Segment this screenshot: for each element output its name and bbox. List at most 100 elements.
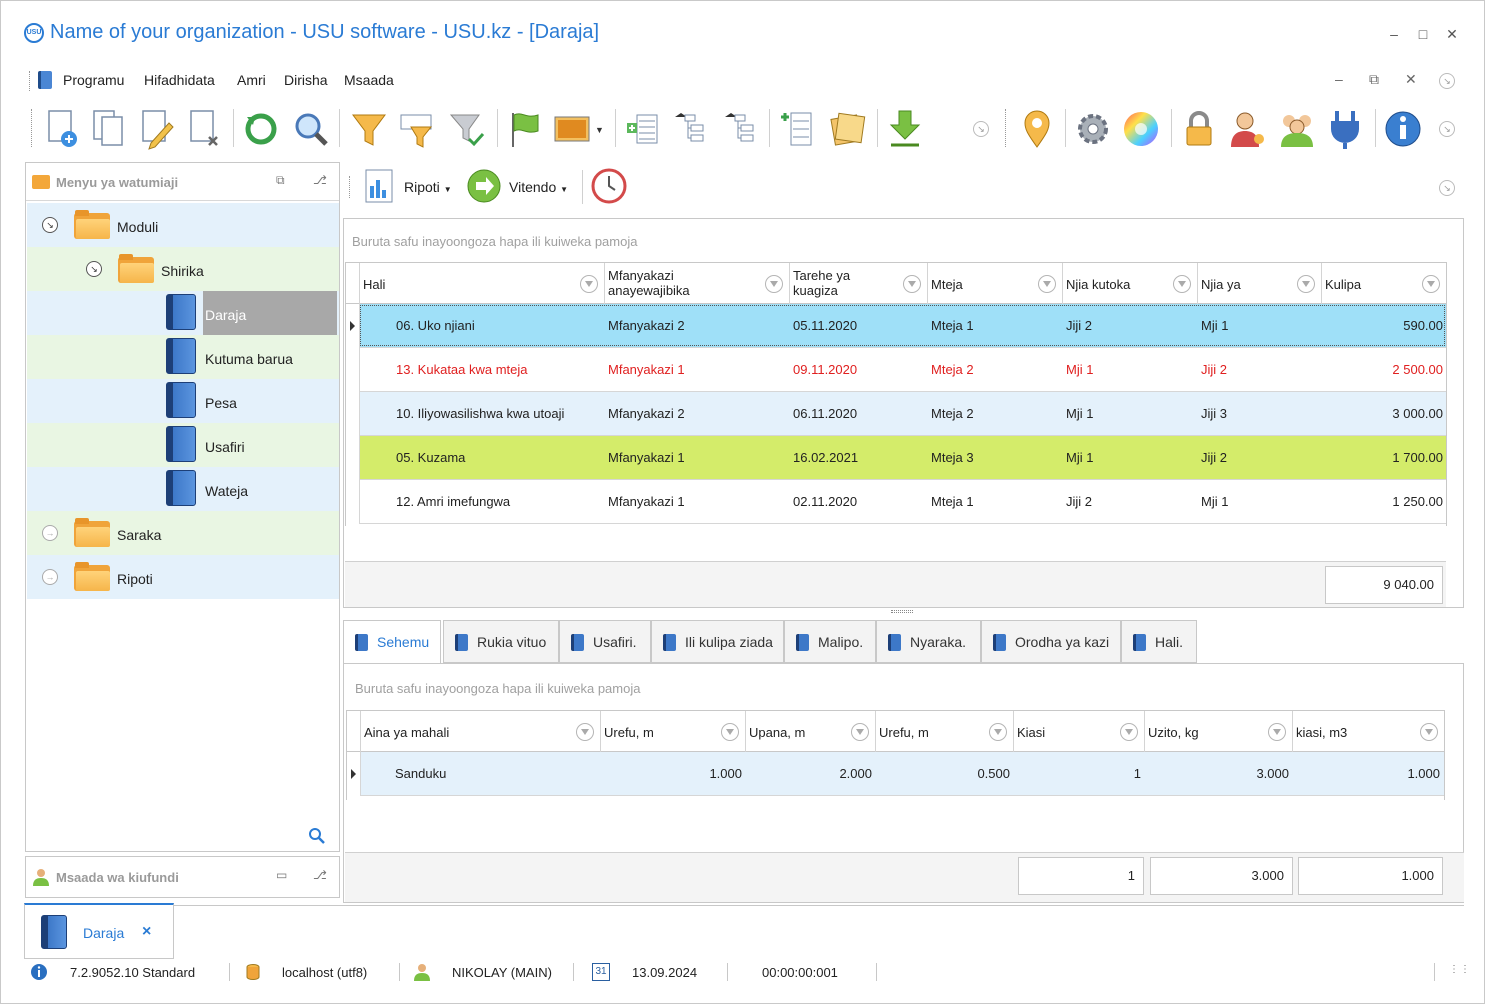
minimize-button[interactable]: – (1390, 26, 1398, 42)
column-header-order-date[interactable]: Tarehe ya kuagiza (790, 263, 928, 305)
tree-item-shirika[interactable]: ↘ Shirika (27, 247, 339, 291)
map-pin-icon[interactable] (1017, 107, 1057, 151)
users-group-icon[interactable] (1277, 107, 1317, 151)
column-header-height[interactable]: Urefu, m (876, 711, 1014, 753)
column-header-route-to[interactable]: Njia ya (1198, 263, 1322, 305)
column-filter-icon[interactable] (576, 723, 594, 741)
column-filter-icon[interactable] (765, 275, 783, 293)
column-header-payment[interactable]: Kulipa (1322, 263, 1446, 305)
expand-icon[interactable]: → (42, 569, 58, 585)
column-header-width[interactable]: Upana, m (746, 711, 876, 753)
table-row[interactable]: 10. Iliyowasilishwa kwa utoaji Mfanyakaz… (346, 392, 1446, 436)
tree-item-moduli[interactable]: ↘ Moduli (27, 203, 339, 247)
info-icon[interactable] (1383, 107, 1423, 151)
tab-nyaraka[interactable]: Nyaraka. (876, 620, 981, 663)
column-filter-icon[interactable] (903, 275, 921, 293)
download-icon[interactable] (885, 107, 925, 151)
column-filter-icon[interactable] (721, 723, 739, 741)
tab-usafiri[interactable]: Usafiri. (559, 620, 651, 663)
refresh-icon[interactable] (241, 107, 281, 151)
column-header-client[interactable]: Mteja (928, 263, 1063, 305)
tab-orodha-ya-kazi[interactable]: Orodha ya kazi (981, 620, 1121, 663)
filter-icon[interactable] (349, 107, 389, 151)
column-header-volume[interactable]: kiasi, m3 (1293, 711, 1444, 753)
expand-icon[interactable]: → (42, 525, 58, 541)
menu-amri[interactable]: Amri (237, 72, 266, 88)
tree-item-usafiri[interactable]: Usafiri (27, 423, 339, 467)
column-filter-icon[interactable] (580, 275, 598, 293)
column-filter-icon[interactable] (1120, 723, 1138, 741)
table-row[interactable]: Sanduku 1.000 2.000 0.500 1 3.000 1.000 (347, 752, 1444, 796)
column-filter-icon[interactable] (1268, 723, 1286, 741)
column-filter-icon[interactable] (989, 723, 1007, 741)
color-wheel-icon[interactable] (1121, 107, 1161, 151)
toolbar-end-collapse-icon[interactable]: ↘ (1439, 121, 1455, 137)
table-row[interactable]: 06. Uko njiani Mfanyakazi 2 05.11.2020 M… (346, 304, 1446, 348)
collapse-icon[interactable]: ↘ (86, 261, 102, 277)
collapse-icon[interactable]: ↘ (42, 217, 58, 233)
menu-grip[interactable] (29, 71, 32, 91)
column-header-route-from[interactable]: Njia kutoka (1063, 263, 1198, 305)
tree-item-pesa[interactable]: Pesa (27, 379, 339, 423)
filter-clear-icon[interactable] (447, 107, 487, 151)
filter-columns-icon[interactable] (397, 107, 437, 151)
clock-icon[interactable] (591, 168, 627, 204)
column-header-quantity[interactable]: Kiasi (1014, 711, 1145, 753)
mdi-minimize-button[interactable]: – (1335, 71, 1343, 87)
column-filter-icon[interactable] (1173, 275, 1191, 293)
column-filter-icon[interactable] (1420, 723, 1438, 741)
actions-menu-button[interactable]: Vitendo ▼ (509, 179, 568, 195)
add-column-icon[interactable] (777, 107, 817, 151)
mdi-close-button[interactable]: ✕ (1405, 71, 1417, 87)
column-filter-icon[interactable] (1422, 275, 1440, 293)
copy-record-icon[interactable] (89, 107, 129, 151)
column-header-weight[interactable]: Uzito, kg (1145, 711, 1293, 753)
close-tab-icon[interactable]: × (142, 923, 152, 940)
edit-record-icon[interactable] (137, 107, 177, 151)
delete-record-icon[interactable] (185, 107, 225, 151)
table-row[interactable]: 13. Kukataa kwa mteja Mfanyakazi 1 09.11… (346, 348, 1446, 392)
sub-toolbar-collapse-icon[interactable]: ↘ (1439, 180, 1455, 196)
tree-collapse-icon[interactable] (671, 107, 711, 151)
flag-icon[interactable] (505, 107, 545, 151)
panel-pin-icon[interactable]: ⎇ (313, 173, 327, 187)
tab-sehemu[interactable]: Sehemu (343, 620, 441, 664)
tab-rukia-vituo[interactable]: Rukia vituo (443, 620, 559, 663)
tree-item-saraka[interactable]: → Saraka (27, 511, 339, 555)
column-filter-icon[interactable] (851, 723, 869, 741)
mdi-restore-button[interactable]: ⧉ (1369, 71, 1379, 87)
toolbar-collapse-icon[interactable]: ↘ (973, 121, 989, 137)
add-record-icon[interactable] (41, 107, 81, 151)
search-icon[interactable] (291, 107, 331, 151)
table-row[interactable]: 05. Kuzama Mfanyakazi 1 16.02.2021 Mteja… (346, 436, 1446, 480)
menu-dirisha[interactable]: Dirisha (284, 72, 328, 88)
close-button[interactable]: ✕ (1446, 26, 1458, 42)
search-icon[interactable] (308, 827, 326, 845)
column-header-employee[interactable]: Mfanyakazi anayewajibika (605, 263, 790, 305)
tree-item-ripoti[interactable]: → Ripoti (27, 555, 339, 599)
column-filter-icon[interactable] (1297, 275, 1315, 293)
column-filter-icon[interactable] (1038, 275, 1056, 293)
resize-grip-icon[interactable]: ⋮⋮ (1449, 964, 1471, 975)
panel-minimize-icon[interactable]: ▭ (276, 868, 288, 882)
settings-gear-icon[interactable] (1073, 107, 1113, 151)
reports-menu-button[interactable]: Ripoti ▼ (404, 179, 452, 195)
tree-item-wateja[interactable]: Wateja (27, 467, 339, 511)
tab-malipo[interactable]: Malipo. (784, 620, 876, 663)
expand-all-icon[interactable] (623, 107, 663, 151)
splitter-handle[interactable] (891, 610, 913, 613)
document-tab-daraja[interactable]: Daraja × (24, 903, 174, 959)
panel-float-icon[interactable]: ⧉ (276, 173, 285, 187)
notes-icon[interactable] (827, 107, 867, 151)
image-dropdown-icon[interactable]: ▼ (595, 125, 604, 135)
table-row[interactable]: 12. Amri imefungwa Mfanyakazi 1 02.11.20… (346, 480, 1446, 524)
tree-item-daraja[interactable]: Daraja (27, 291, 339, 335)
tree-item-kutuma-barua[interactable]: Kutuma barua (27, 335, 339, 379)
image-icon[interactable] (553, 107, 593, 151)
maximize-button[interactable]: □ (1418, 26, 1428, 42)
tree-expand-icon[interactable] (721, 107, 761, 151)
menu-msaada[interactable]: Msaada (344, 72, 394, 88)
tab-ili-kulipa-ziada[interactable]: Ili kulipa ziada (651, 620, 784, 663)
column-header-place-type[interactable]: Aina ya mahali (361, 711, 601, 753)
user-key-icon[interactable] (1227, 107, 1267, 151)
